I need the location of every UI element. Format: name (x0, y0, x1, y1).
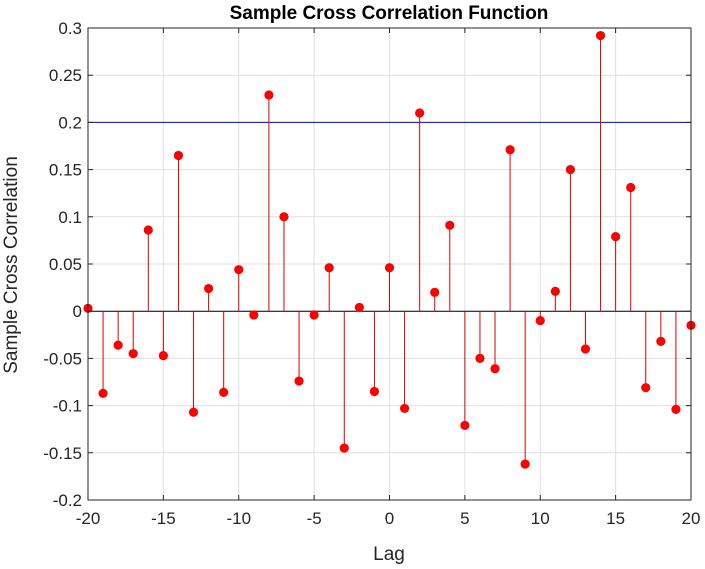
x-tick-label: -15 (151, 509, 176, 528)
y-axis-label: Sample Cross Correlation (1, 156, 22, 374)
stem-marker-14 (595, 30, 606, 41)
stem-marker-16 (626, 182, 636, 193)
stem-marker-12 (565, 165, 576, 175)
x-tick-label: 20 (682, 509, 701, 528)
stem-marker--19 (98, 388, 108, 398)
stem-marker-18 (656, 336, 666, 347)
stem-marker-15 (611, 232, 621, 242)
stem-marker-0 (384, 263, 395, 273)
x-tick-label: 15 (606, 509, 625, 528)
stem-marker-8 (505, 145, 515, 155)
stem-marker--16 (143, 225, 153, 235)
y-tick-label: 0 (73, 302, 82, 321)
x-tick-label: -20 (76, 509, 101, 528)
stem-marker--12 (204, 283, 214, 294)
x-tick-label: 5 (460, 509, 469, 528)
stem-marker-13 (580, 344, 591, 354)
x-tick-label: 10 (531, 509, 550, 528)
x-axis-label: Lag (373, 544, 405, 565)
stem-marker--5 (309, 310, 319, 320)
stem-marker-9 (520, 459, 530, 469)
y-tick-label: 0.05 (49, 255, 82, 274)
stem-marker-3 (430, 287, 440, 297)
stem-marker--2 (354, 302, 364, 313)
y-tick-labels: -0.2 -0.15 -0.1 -0.05 0 0.05 0.1 0.15 0.2 0.25 0.3 (43, 19, 82, 510)
stem-marker--17 (128, 349, 138, 359)
stem-marker--15 (158, 350, 168, 361)
y-tick-label: -0.1 (53, 397, 82, 416)
y-tick-label: 0.1 (58, 208, 82, 227)
stem-marker-10 (535, 316, 545, 326)
stem-marker--1 (369, 386, 380, 397)
y-tick-label: 0.2 (58, 113, 82, 132)
stems (83, 30, 696, 469)
x-tick-label: -5 (307, 509, 322, 528)
stem-marker--9 (249, 310, 259, 320)
x-tick-labels: -20 -15 -10 -5 0 5 10 15 20 (76, 509, 701, 528)
stem-marker-19 (671, 404, 681, 414)
stem-marker--6 (294, 376, 304, 386)
stem-marker--18 (113, 340, 123, 350)
stem-marker-11 (550, 286, 560, 296)
plot-frame (87, 27, 692, 501)
stem-marker-17 (641, 383, 651, 393)
y-tick-label: 0.15 (49, 161, 82, 180)
y-tick-label: -0.05 (43, 349, 82, 368)
stem-marker-6 (475, 353, 485, 363)
stem-marker-1 (399, 403, 410, 414)
y-tick-label: 0.3 (58, 19, 82, 38)
stem-marker--10 (234, 265, 244, 275)
stem-marker-7 (490, 364, 500, 374)
y-tick-label: -0.15 (43, 444, 82, 463)
stem-marker--7 (279, 212, 289, 222)
x-tick-label: -10 (226, 509, 251, 528)
stem-marker--3 (339, 443, 349, 453)
x-tick-label: 0 (385, 509, 394, 528)
y-tick-label: 0.25 (49, 66, 82, 85)
stem-marker--11 (219, 387, 229, 397)
stem-marker--4 (324, 263, 334, 273)
stem-marker-4 (445, 220, 455, 230)
stem-marker--8 (264, 90, 274, 100)
stem-marker--13 (188, 407, 199, 417)
y-tick-label: -0.2 (53, 491, 82, 510)
stem-marker--14 (173, 150, 184, 161)
chart-title: Sample Cross Correlation Function (230, 3, 549, 24)
stem-marker-5 (460, 420, 470, 431)
stem-marker-2 (415, 108, 425, 118)
